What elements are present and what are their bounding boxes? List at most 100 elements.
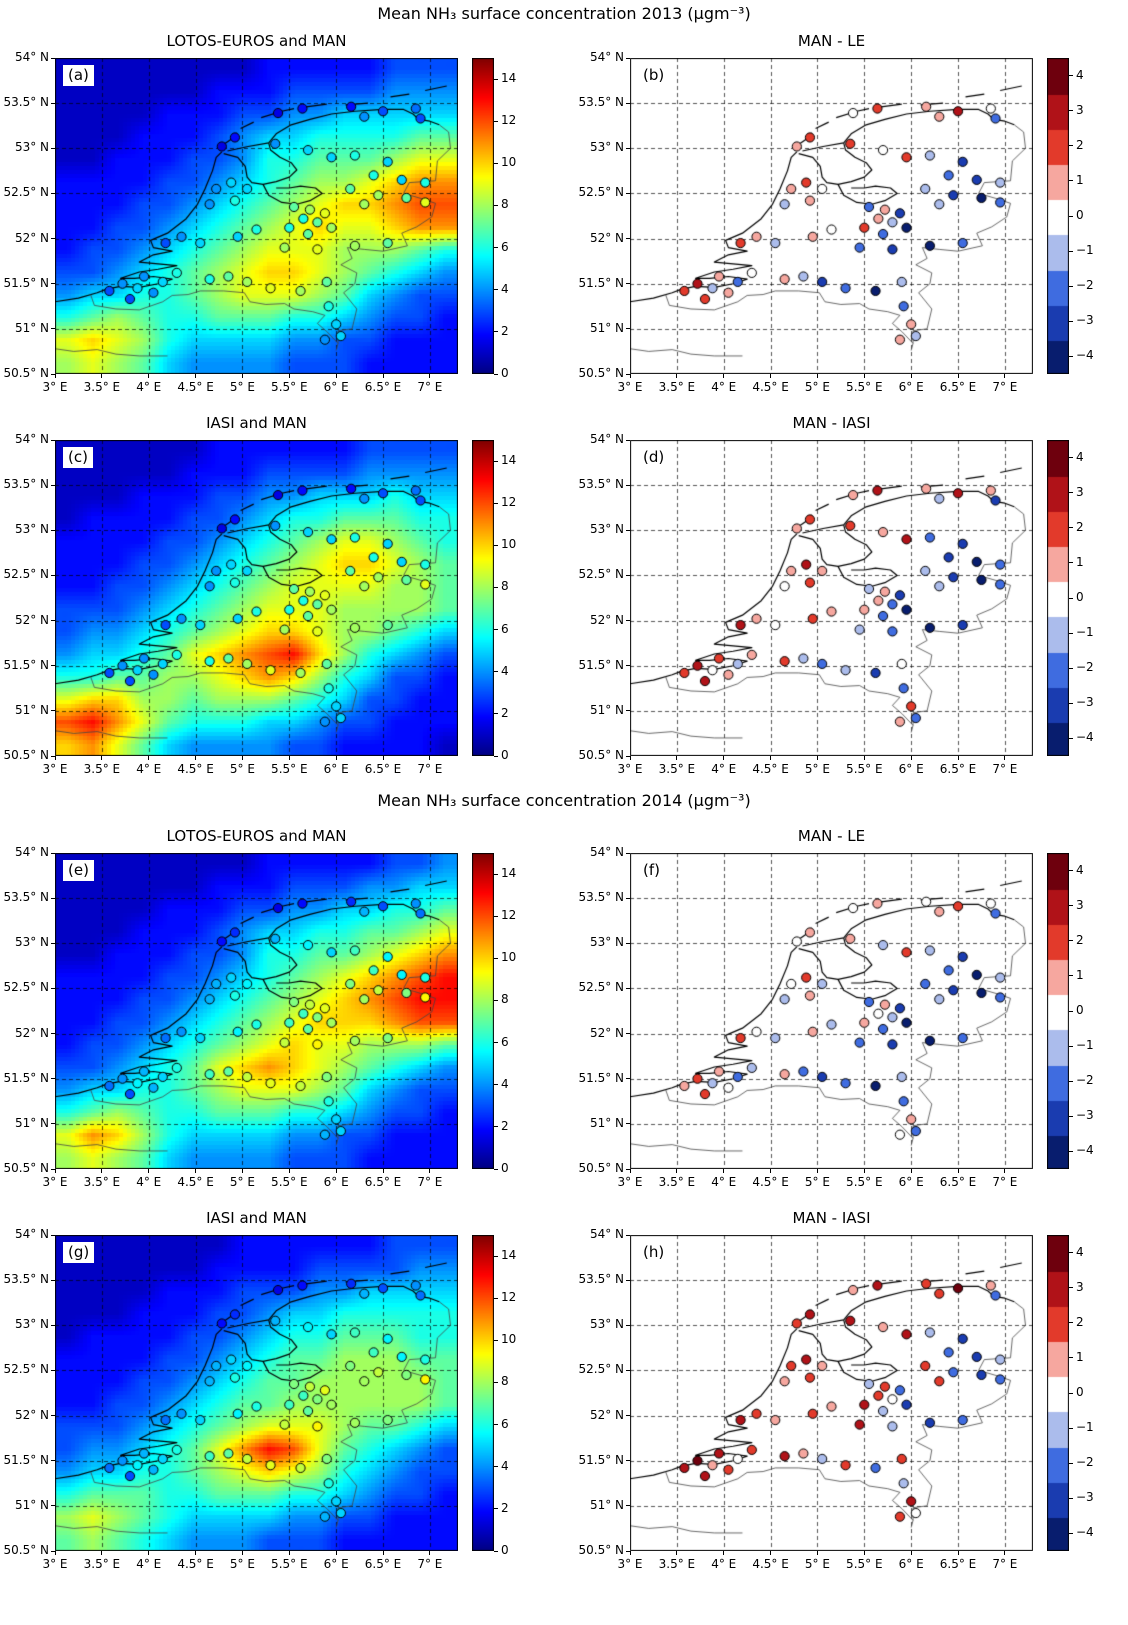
colorbar-tick-label: 6 bbox=[501, 1034, 509, 1049]
colorbar-tick-label: 3 bbox=[1076, 897, 1084, 912]
colorbar-tick-mark bbox=[494, 162, 498, 164]
x-tick-mark bbox=[770, 1551, 772, 1555]
y-tick-label: 52° N bbox=[14, 1025, 49, 1040]
colorbar-tick-mark bbox=[1069, 457, 1073, 459]
colorbar-tick-mark bbox=[494, 502, 498, 504]
panel-a-colorbar-canvas bbox=[472, 58, 494, 374]
x-tick-mark bbox=[241, 1551, 243, 1555]
x-tick-label: 5.5° E bbox=[846, 762, 883, 776]
x-tick-mark bbox=[241, 756, 243, 760]
colorbar-tick-mark bbox=[494, 1550, 498, 1552]
colorbar-tick-mark bbox=[1069, 975, 1073, 977]
panel-e-map-canvas bbox=[55, 853, 458, 1169]
panel-h-title: MAN - IASI bbox=[792, 1209, 871, 1227]
colorbar-tick-mark bbox=[494, 1084, 498, 1086]
y-tick-label: 52.5° N bbox=[578, 1362, 624, 1377]
x-tick-mark bbox=[195, 1169, 197, 1173]
y-tick-mark bbox=[51, 192, 55, 194]
x-tick-label: 6° E bbox=[898, 762, 924, 776]
colorbar-tick-mark bbox=[494, 1042, 498, 1044]
x-tick-mark bbox=[101, 1169, 103, 1173]
x-tick-mark bbox=[1004, 374, 1006, 378]
panel-c-map: (c) 3° E 3.5° E 4° E 4.5° E 5° E 5.5° E 6° E 6.… bbox=[3, 432, 458, 776]
x-tick-label: 6.5° E bbox=[939, 1557, 977, 1571]
y-tick-label: 52.5° N bbox=[578, 567, 624, 582]
x-tick-label: 6.5° E bbox=[364, 762, 402, 776]
x-tick-mark bbox=[1004, 1551, 1006, 1555]
y-tick-mark bbox=[626, 439, 630, 441]
panel-e-map: (e) 3° E 3.5° E 4° E 4.5° E 5° E 5.5° E 6° E 6.… bbox=[3, 845, 458, 1189]
x-tick-mark bbox=[863, 1551, 865, 1555]
colorbar-tick-label: 3 bbox=[1076, 484, 1084, 499]
y-tick-label: 51.5° N bbox=[578, 1452, 624, 1467]
y-tick-mark bbox=[51, 1078, 55, 1080]
colorbar-tick-mark bbox=[1069, 1115, 1073, 1117]
colorbar-tick-mark bbox=[494, 1168, 498, 1170]
colorbar-tick-label: 8 bbox=[501, 197, 509, 212]
colorbar-tick-mark bbox=[1069, 180, 1073, 182]
y-tick-label: 54° N bbox=[589, 845, 624, 859]
panel-a-colorbar: 0 2 4 6 8 10 12 14 bbox=[472, 58, 542, 380]
y-tick-mark bbox=[51, 1460, 55, 1462]
colorbar-tick-label: 6 bbox=[501, 621, 509, 636]
panel-g-title: IASI and MAN bbox=[206, 1209, 307, 1227]
x-tick-mark bbox=[195, 756, 197, 760]
x-tick-mark bbox=[816, 1169, 818, 1173]
x-tick-label: 4° E bbox=[711, 1175, 737, 1189]
colorbar-tick-label: 0 bbox=[501, 1543, 509, 1557]
x-tick-mark bbox=[723, 374, 725, 378]
panel-g: IASI and MAN (g) 3° E 3.5° E 4° E 4.5° E 5° … bbox=[3, 1209, 555, 1600]
y-tick-label: 51.5° N bbox=[3, 1070, 49, 1085]
y-tick-mark bbox=[51, 574, 55, 576]
colorbar-tick-mark bbox=[494, 1508, 498, 1510]
colorbar-tick-mark bbox=[1069, 527, 1073, 529]
y-tick-label: 53° N bbox=[589, 140, 624, 155]
x-tick-mark bbox=[957, 1169, 959, 1173]
x-tick-mark bbox=[288, 1551, 290, 1555]
x-tick-mark bbox=[910, 1551, 912, 1555]
panel-h-map: (h) 3° E 3.5° E 4° E 4.5° E 5° E 5.5° E 6° E 6.… bbox=[578, 1227, 1033, 1571]
x-tick-mark bbox=[288, 374, 290, 378]
colorbar-tick-mark bbox=[1069, 1392, 1073, 1394]
colorbar-tick-mark bbox=[1069, 215, 1073, 217]
panel-d-letter: (d) bbox=[638, 447, 670, 468]
y-tick-mark bbox=[626, 1550, 630, 1552]
y-tick-mark bbox=[626, 1033, 630, 1035]
colorbar-tick-label: 10 bbox=[501, 950, 517, 965]
panel-f-colorbar: −4 −3 −2 −1 0 1 2 3 4 bbox=[1047, 853, 1117, 1169]
colorbar-tick-label: −2 bbox=[1076, 1455, 1094, 1470]
panel-b-map-canvas bbox=[630, 58, 1033, 374]
colorbar-tick-label: 14 bbox=[501, 1248, 517, 1263]
colorbar-tick-label: 14 bbox=[501, 866, 517, 881]
x-tick-label: 4.5° E bbox=[752, 1557, 789, 1571]
x-tick-mark bbox=[241, 1169, 243, 1173]
x-tick-mark bbox=[335, 756, 337, 760]
x-tick-label: 6° E bbox=[323, 762, 349, 776]
panel-b: MAN - LE (b) 3° E 3.5° E 4° E 4.5° E 5° E 5.5… bbox=[578, 32, 1128, 423]
colorbar-tick-label: 2 bbox=[1076, 1314, 1084, 1329]
y-tick-mark bbox=[51, 147, 55, 149]
x-tick-label: 7° E bbox=[992, 1557, 1018, 1571]
y-tick-mark bbox=[51, 852, 55, 854]
x-tick-label: 4° E bbox=[136, 762, 162, 776]
x-tick-mark bbox=[148, 374, 150, 378]
y-tick-mark bbox=[51, 755, 55, 757]
colorbar-tick-mark bbox=[494, 915, 498, 917]
panel-g-map: (g) 3° E 3.5° E 4° E 4.5° E 5° E 5.5° E 6° E 6.… bbox=[3, 1227, 458, 1571]
colorbar-tick-label: 2 bbox=[501, 323, 509, 338]
colorbar-tick-mark bbox=[1069, 870, 1073, 872]
y-tick-mark bbox=[51, 942, 55, 944]
panel-f: MAN - LE (f) 3° E 3.5° E 4° E 4.5° E 5° E 5.5… bbox=[578, 827, 1128, 1218]
colorbar-tick-label: 12 bbox=[501, 113, 517, 128]
colorbar-tick-label: 12 bbox=[501, 495, 517, 510]
x-tick-label: 3° E bbox=[617, 762, 643, 776]
colorbar-tick-label: 3 bbox=[1076, 102, 1084, 117]
x-tick-mark bbox=[676, 1169, 678, 1173]
y-tick-mark bbox=[51, 484, 55, 486]
y-tick-label: 50.5° N bbox=[578, 1543, 624, 1557]
x-tick-mark bbox=[288, 756, 290, 760]
colorbar-tick-mark bbox=[1069, 1080, 1073, 1082]
y-tick-mark bbox=[626, 897, 630, 899]
x-tick-label: 5.5° E bbox=[271, 1175, 308, 1189]
x-tick-label: 6.5° E bbox=[364, 380, 402, 394]
